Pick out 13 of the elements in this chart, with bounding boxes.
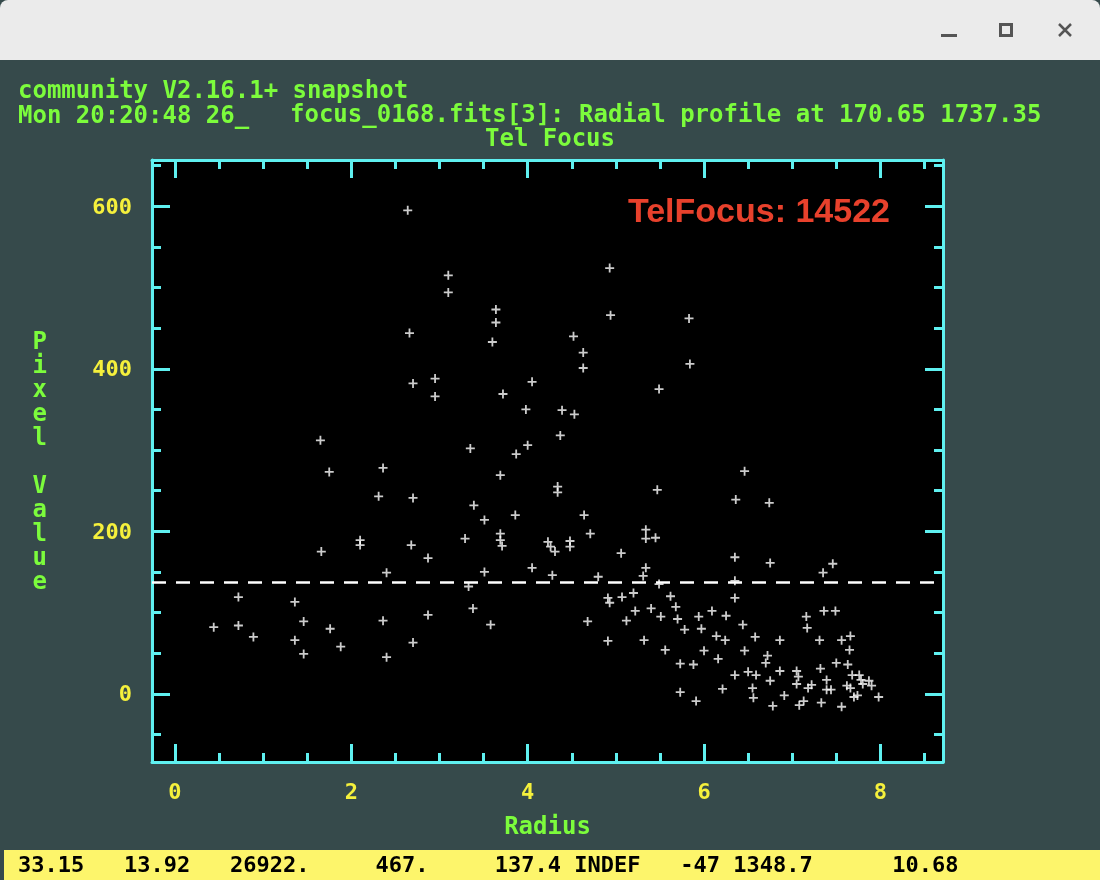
y-tick-label: 600 <box>92 193 132 219</box>
x-axis-title: Radius <box>504 812 591 840</box>
y-tick-label: 200 <box>92 518 132 544</box>
x-tick-label: 8 <box>873 778 888 804</box>
y-tick-label: 0 <box>118 681 132 707</box>
x-tick-label: 0 <box>168 778 182 804</box>
x-tick-label: 4 <box>521 778 535 804</box>
x-tick-label: 6 <box>697 778 711 804</box>
y-tick-label: 400 <box>92 356 132 382</box>
annotation: TelFocus: 14522 <box>627 191 891 229</box>
text: 33.15 13.92 26922. 467. 137.4 INDEF -47 1348.7 10.68 <box>4 850 1100 880</box>
text: Pixel Value <box>32 327 47 595</box>
x-tick-label: 2 <box>344 778 358 804</box>
